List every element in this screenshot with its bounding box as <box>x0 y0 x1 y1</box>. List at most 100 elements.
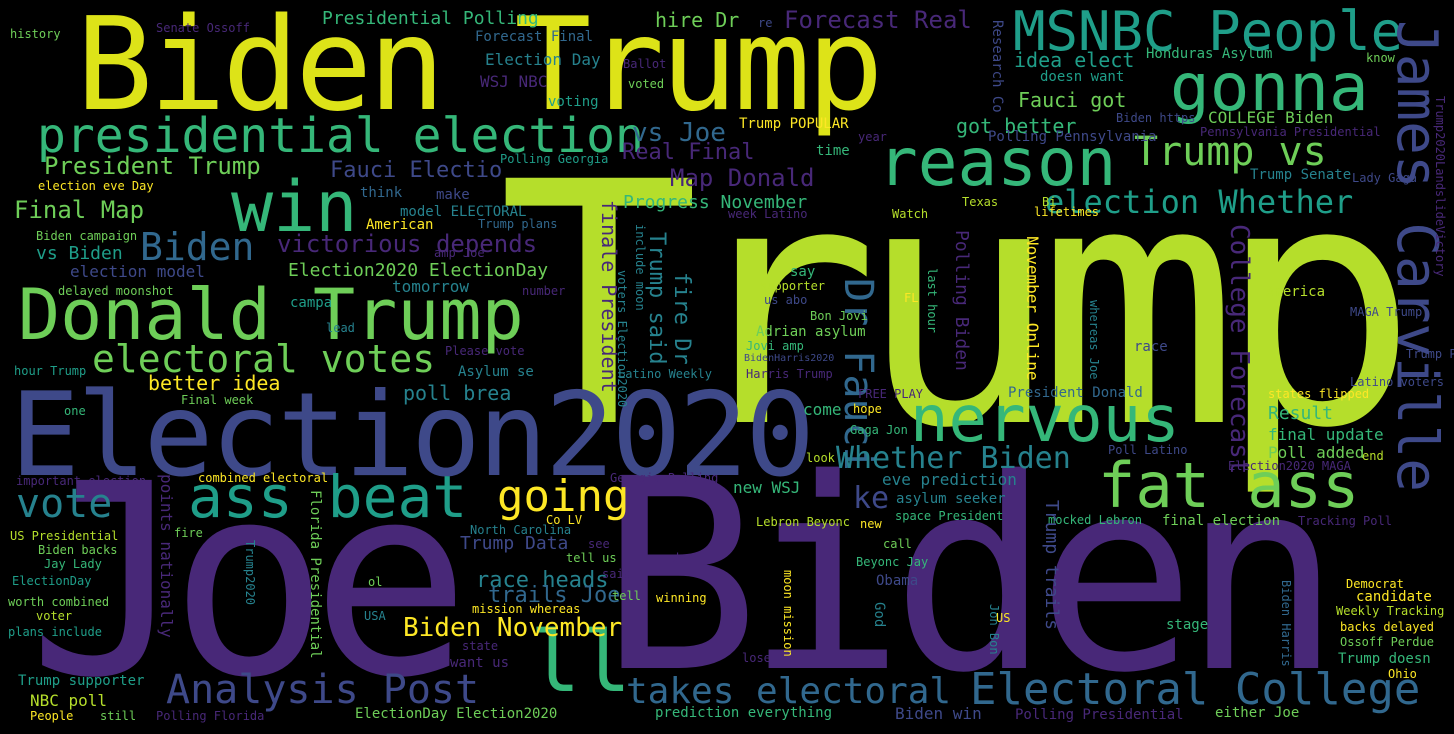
cloud-word: Co LV <box>546 513 583 527</box>
cloud-word: Biden Trump <box>76 0 884 140</box>
cloud-word: new WSJ <box>733 478 801 497</box>
cloud-word: Trump Pe <box>1406 347 1454 361</box>
cloud-word: Gaga Jon <box>850 423 908 437</box>
cloud-word: Biden <box>140 225 255 269</box>
cloud-word: election Whether <box>1045 183 1354 221</box>
cloud-word: Tracking Poll <box>1298 514 1392 528</box>
cloud-word: Trump2020LandslideVictory <box>1433 96 1447 277</box>
cloud-word: Forecast Real <box>784 6 972 34</box>
cloud-word: MAGA Trump <box>1350 305 1423 319</box>
cloud-word: know <box>1366 51 1395 65</box>
cloud-word: Ossoff Perdue <box>1340 635 1434 649</box>
cloud-word: Beyonc Jay <box>856 555 929 569</box>
cloud-word: week Latino <box>728 207 808 221</box>
cloud-word: tell us <box>566 551 617 565</box>
cloud-word: NBC poll <box>30 691 108 710</box>
cloud-word: stage <box>1166 617 1209 633</box>
cloud-word: prediction everything <box>655 705 833 721</box>
cloud-word: Latino Weekly <box>618 367 712 381</box>
cloud-word: voted <box>628 77 665 91</box>
cloud-word: Final Map <box>14 196 145 224</box>
cloud-word: moon mission <box>781 570 795 657</box>
cloud-word: trails Joe <box>488 583 621 608</box>
cloud-word: Forecast Final <box>475 29 594 45</box>
cloud-word: North Carolina <box>470 523 572 537</box>
cloud-word: victorious depends <box>277 230 538 258</box>
cloud-word: FL <box>904 291 919 305</box>
cloud-word: Georgia Polling <box>610 471 719 485</box>
cloud-word: Biden https <box>1116 111 1196 125</box>
cloud-word: think <box>360 185 403 201</box>
cloud-word: candidate <box>1356 589 1432 605</box>
cloud-word: backs delayed <box>1340 620 1434 634</box>
cloud-word: want us <box>450 655 510 671</box>
cloud-word: combined electoral <box>198 471 329 485</box>
cloud-word: presidential election <box>37 108 644 164</box>
cloud-word: win <box>231 166 358 248</box>
cloud-word: voting <box>548 94 599 110</box>
cloud-word: campa <box>290 295 333 311</box>
cloud-word: People <box>30 709 74 723</box>
cloud-word: Election2020 <box>10 368 815 503</box>
cloud-word: Jay Lady <box>44 557 102 571</box>
cloud-word: electoral votes <box>92 337 436 381</box>
cloud-word: got better <box>956 114 1077 138</box>
cloud-word: Polling Florida <box>156 709 265 723</box>
cloud-word: Bon Jovi <box>810 309 868 323</box>
cloud-word: state <box>462 639 499 653</box>
cloud-word: Honduras Asylum <box>1146 46 1273 62</box>
cloud-word: hope <box>853 402 882 416</box>
cloud-word: eve prediction <box>882 470 1017 489</box>
cloud-word: Election Day <box>485 50 601 69</box>
cloud-word: MSNBC People <box>1013 0 1404 63</box>
cloud-word: call <box>883 537 912 551</box>
cloud-word: Bi <box>1042 195 1057 209</box>
cloud-word: COLLEGE Biden <box>1208 108 1334 127</box>
cloud-word: vs Joe <box>632 118 726 148</box>
cloud-word: final update <box>1268 425 1384 444</box>
cloud-word: Trump2020 <box>243 540 257 606</box>
cloud-word: plans include <box>8 625 102 639</box>
cloud-word: space President <box>895 509 1004 523</box>
cloud-word: Poll Latino <box>1108 443 1188 457</box>
cloud-word: Trump <box>498 112 1418 502</box>
cloud-word: either Joe <box>1215 705 1300 721</box>
cloud-word: Biden Harris <box>1279 580 1293 667</box>
cloud-word: reason <box>878 124 1117 201</box>
cloud-word: Pennsylvania Presidential <box>1200 125 1381 139</box>
cloud-word: Donald Trump <box>18 274 524 356</box>
cloud-word: College Forecast <box>1224 224 1254 475</box>
cloud-word: lead <box>326 321 355 335</box>
cloud-word: Map Donald <box>670 164 815 192</box>
cloud-word: still <box>100 709 137 723</box>
cloud-word: Trump vs <box>1134 129 1327 175</box>
cloud-word: Trump supporter <box>18 673 145 689</box>
cloud-word: whereas Joe <box>1087 300 1101 380</box>
cloud-word: Watch <box>892 207 929 221</box>
cloud-word: Polling Georgia <box>500 152 609 166</box>
cloud-word: Whether Biden <box>836 441 1071 476</box>
cloud-word: Electoral College <box>970 664 1421 715</box>
cloud-word: race heads <box>476 568 609 593</box>
cloud-word: Lebron Beyonc <box>756 515 850 529</box>
cloud-word: Biden <box>600 423 1342 731</box>
cloud-word: number <box>522 284 566 298</box>
cloud-word: fat ass <box>1098 449 1360 522</box>
cloud-word: Biden backs <box>38 543 118 557</box>
cloud-word: supporter <box>760 279 826 293</box>
cloud-word: Research Co <box>989 20 1005 113</box>
cloud-word: Trump doesn <box>1338 651 1431 667</box>
cloud-word: history <box>10 27 61 41</box>
cloud-word: new <box>860 517 882 531</box>
cloud-word: Trump said <box>644 232 669 365</box>
cloud-word: ElectionDay <box>12 574 92 588</box>
cloud-word: Adrian asylum <box>756 324 866 340</box>
cloud-word: us abo <box>764 293 808 307</box>
cloud-word: Election2020 MAGA <box>1228 459 1351 473</box>
cloud-word: Trump POPULAR <box>739 116 849 132</box>
cloud-word: tell <box>612 589 641 603</box>
cloud-word: tomorrow <box>392 277 470 296</box>
cloud-word: election eve Day <box>38 179 154 193</box>
cloud-word: Asylum se <box>458 364 534 380</box>
